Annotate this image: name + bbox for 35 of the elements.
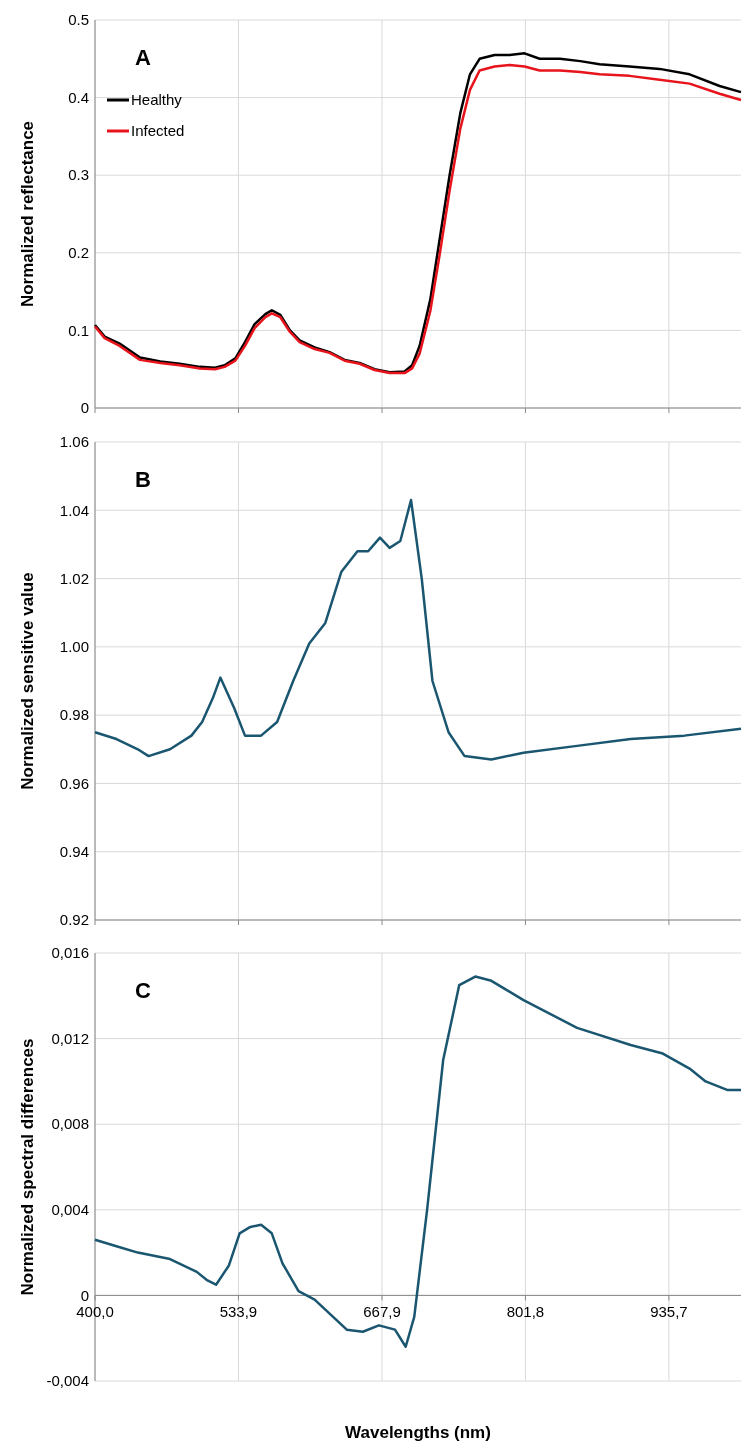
y-tick-label: 0,016 <box>51 944 89 962</box>
line-series <box>93 498 743 761</box>
y-tick-label: 0.2 <box>68 244 89 262</box>
y-tick-label: 0.3 <box>68 166 89 184</box>
legend-label: Healthy <box>131 91 183 109</box>
y-tick-label: 0.96 <box>59 774 89 792</box>
y-tick-label: 0.4 <box>68 88 89 106</box>
y-tick-label: 0 <box>80 1286 89 1304</box>
y-axis-title: Normalized spectral differences <box>18 1038 37 1296</box>
x-axis-title: Wavelengths (nm) <box>345 1423 491 1442</box>
y-tick-label: 1.00 <box>59 638 89 656</box>
legend-label: Infected <box>131 122 185 140</box>
y-tick-label: 0,008 <box>51 1115 89 1133</box>
y-tick-label: 0.92 <box>59 911 89 929</box>
y-tick-label: 1.02 <box>59 569 89 587</box>
y-tick-label: 1.04 <box>59 501 89 519</box>
x-tick-label: 533,9 <box>219 1303 258 1321</box>
annotation: C <box>135 978 151 1003</box>
x-tick-label: 667,9 <box>363 1303 401 1321</box>
x-tick-label: 801,8 <box>506 1303 545 1321</box>
y-axis-title: Normalized sensitive value <box>18 572 37 790</box>
y-tick-label: 0 <box>80 399 89 417</box>
annotation: B <box>135 467 151 492</box>
y-axis-title: Normalized reflectance <box>18 120 37 308</box>
y-tick-label: 0,012 <box>51 1029 89 1047</box>
y-tick-label: -0,004 <box>46 1372 89 1390</box>
annotation: A <box>135 45 151 70</box>
y-tick-label: 0.5 <box>68 11 89 29</box>
y-tick-label: 0.98 <box>59 706 89 724</box>
y-tick-label: 1.06 <box>59 433 89 451</box>
x-tick-label: 935,7 <box>650 1303 688 1321</box>
x-tick-label: 400,0 <box>76 1303 114 1321</box>
y-tick-label: 0.1 <box>68 321 89 339</box>
y-tick-label: 0.94 <box>59 842 89 860</box>
y-tick-label: 0,004 <box>51 1201 89 1219</box>
